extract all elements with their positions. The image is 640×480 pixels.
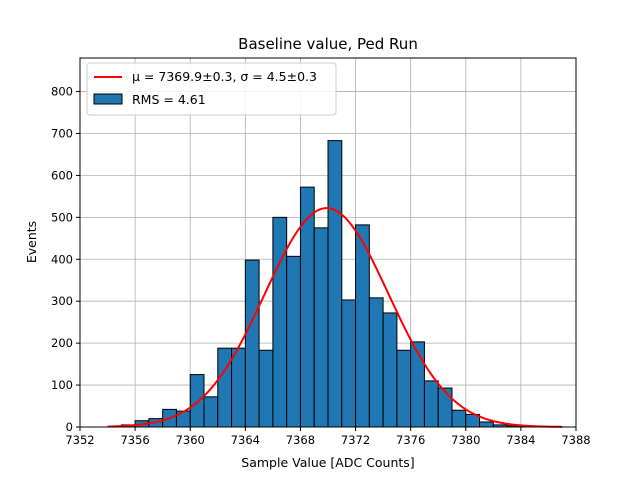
y-axis-label: Events: [24, 221, 39, 263]
legend: μ = 7369.9±0.3, σ = 4.5±0.3 RMS = 4.61: [86, 62, 337, 116]
histogram-bar: [313, 227, 329, 428]
histogram-bar: [244, 259, 260, 428]
histogram-bars: [120, 140, 536, 428]
x-tick-label: 7368: [286, 433, 315, 447]
x-tick-label: 7388: [561, 433, 590, 447]
legend-histogram-label: RMS = 4.61: [132, 92, 206, 107]
histogram-bar: [327, 140, 343, 428]
legend-box: [86, 62, 337, 116]
x-axis-label: Sample Value [ADC Counts]: [241, 455, 414, 470]
histogram-bar: [258, 349, 274, 428]
histogram-bar: [368, 297, 384, 428]
y-tick-label: 700: [51, 126, 73, 140]
histogram-bar: [217, 347, 233, 428]
y-tick-label: 600: [51, 168, 73, 182]
gaussian-fit-curve: [107, 207, 563, 428]
histogram-bar: [203, 396, 219, 428]
y-tick-label: 0: [66, 420, 73, 434]
plot-frame: [79, 57, 577, 428]
x-tick-label: 7360: [176, 433, 205, 447]
y-tick-label: 500: [51, 210, 73, 224]
histogram-bar: [396, 349, 412, 428]
legend-fit-label: μ = 7369.9±0.3, σ = 4.5±0.3: [132, 69, 317, 84]
histogram-bar: [437, 387, 453, 428]
x-tick-label: 7356: [120, 433, 149, 447]
histogram-bar: [451, 409, 467, 428]
x-tick-label: 7364: [231, 433, 260, 447]
y-tick-label: 200: [51, 336, 73, 350]
y-tick-label: 400: [51, 252, 73, 266]
histogram-bar: [272, 216, 288, 428]
y-axis-ticks: 0 100 200 300 400 500 600 700 800: [51, 85, 80, 434]
histogram-bar: [189, 374, 205, 428]
histogram-bar: [341, 299, 357, 428]
histogram-bar: [355, 224, 370, 428]
histogram-bar: [231, 347, 246, 428]
histogram-bar: [286, 255, 301, 428]
histogram-bar: [423, 380, 439, 428]
x-tick-label: 7384: [506, 433, 535, 447]
x-tick-label: 7376: [396, 433, 425, 447]
fit-line: [107, 207, 563, 428]
chart-title: Baseline value, Ped Run: [238, 35, 418, 53]
x-tick-label: 7352: [65, 433, 94, 447]
x-axis-ticks: 7352 7356 7360 7364 7368 7372 7376 7380 7384 7388: [65, 427, 591, 447]
y-tick-label: 100: [51, 378, 73, 392]
x-tick-label: 7372: [341, 433, 370, 447]
y-tick-label: 800: [51, 85, 73, 99]
y-tick-label: 300: [51, 294, 73, 308]
histogram-bar: [382, 312, 398, 428]
histogram-bar: [410, 341, 425, 428]
histogram-bar: [479, 421, 494, 428]
legend-histogram-swatch: [93, 93, 123, 105]
x-tick-label: 7380: [451, 433, 480, 447]
